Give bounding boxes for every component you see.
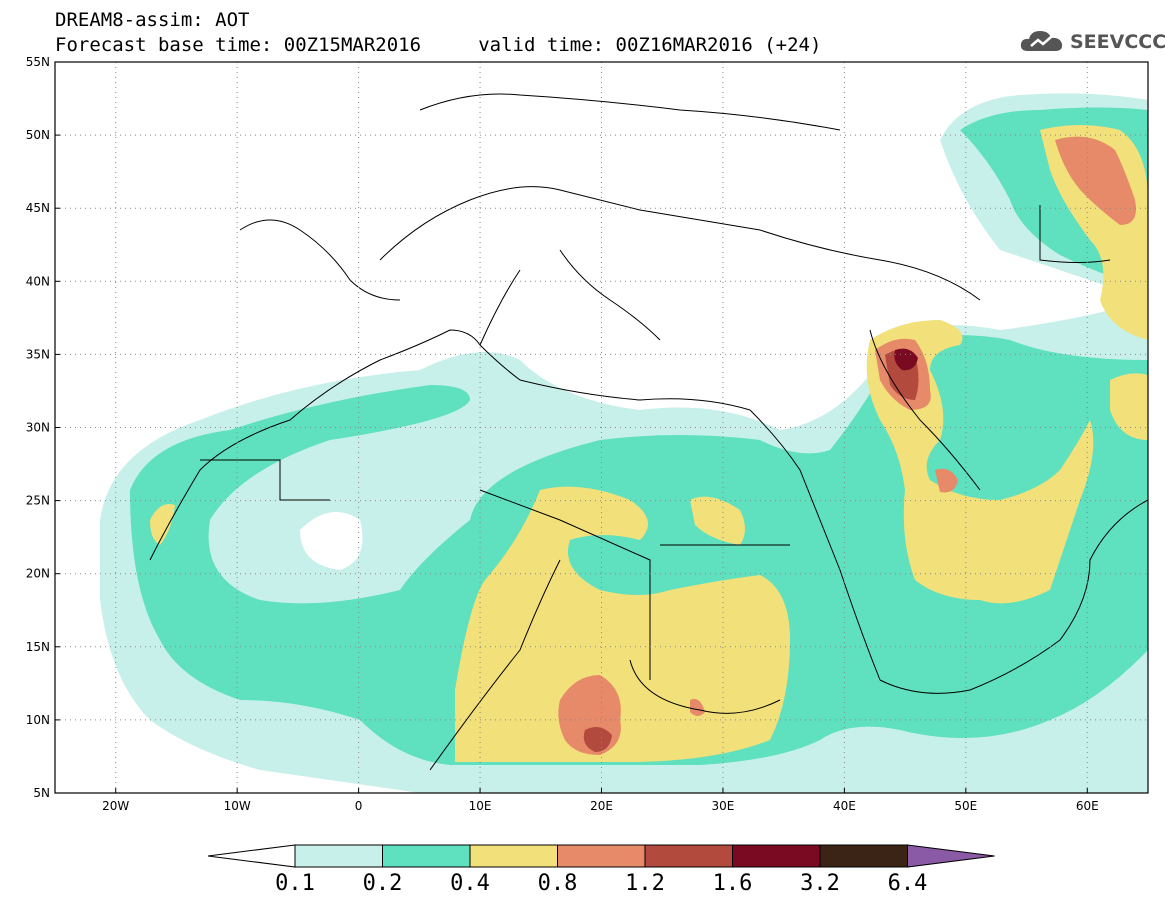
latitude-label: 50N bbox=[26, 128, 50, 142]
colorbar-swatch bbox=[294, 844, 383, 868]
colorbar-swatch bbox=[382, 844, 471, 868]
colorbar-under-arrow bbox=[207, 844, 296, 868]
latitude-label: 25N bbox=[26, 494, 50, 508]
longitude-label: 20E bbox=[590, 799, 613, 813]
latitude-label: 30N bbox=[26, 421, 50, 435]
colorbar bbox=[207, 844, 995, 868]
longitude-label: 30E bbox=[712, 799, 735, 813]
colorbar-label: 1.6 bbox=[712, 871, 753, 896]
colorbar-swatch bbox=[819, 844, 908, 868]
colorbar-label: 0.4 bbox=[450, 871, 490, 896]
latitude-label: 55N bbox=[26, 55, 50, 69]
colorbar-label: 0.1 bbox=[275, 871, 315, 896]
longitude-label: 40E bbox=[833, 799, 856, 813]
colorbar-swatch bbox=[469, 844, 558, 868]
latitude-label: 35N bbox=[26, 347, 50, 361]
longitude-label: 10E bbox=[469, 799, 492, 813]
colorbar-swatch bbox=[732, 844, 821, 868]
longitude-label: 50E bbox=[954, 799, 977, 813]
colorbar-label: 0.8 bbox=[537, 871, 578, 896]
colorbar-swatch bbox=[644, 844, 733, 868]
latitude-label: 10N bbox=[26, 713, 50, 727]
colorbar-label: 1.2 bbox=[625, 871, 665, 896]
latitude-label: 15N bbox=[26, 640, 50, 654]
graticule bbox=[55, 62, 1148, 793]
map-title: DREAM8-assim: AOT bbox=[55, 9, 250, 31]
longitude-label: 60E bbox=[1076, 799, 1099, 813]
longitude-label: 20W bbox=[102, 799, 129, 813]
latitude-label: 45N bbox=[26, 201, 50, 215]
latitude-label: 40N bbox=[26, 274, 50, 288]
longitude-label: 0 bbox=[355, 799, 363, 813]
forecast-times: Forecast base time: 00Z15MAR2016 valid t… bbox=[55, 34, 822, 56]
colorbar-swatch bbox=[557, 844, 646, 868]
latitude-labels: 55N 50N 45N 40N 35N 30N 25N 20N 15N 10N 5N bbox=[26, 55, 60, 800]
latitude-label: 5N bbox=[33, 786, 50, 800]
seevccc-logo: SEEVCCC bbox=[1018, 25, 1165, 57]
colorbar-over-arrow bbox=[907, 844, 995, 868]
logo-text: SEEVCCC bbox=[1070, 31, 1165, 53]
longitude-label: 10W bbox=[224, 799, 251, 813]
longitude-labels: 20W 10W 0 10E 20E 30E 40E 50E 60E bbox=[102, 788, 1099, 813]
colorbar-label: 3.2 bbox=[800, 871, 840, 896]
cloud-icon bbox=[1020, 31, 1063, 51]
latitude-label: 20N bbox=[26, 567, 50, 581]
colorbar-label: 0.2 bbox=[362, 871, 403, 896]
colorbar-label: 6.4 bbox=[887, 871, 928, 896]
